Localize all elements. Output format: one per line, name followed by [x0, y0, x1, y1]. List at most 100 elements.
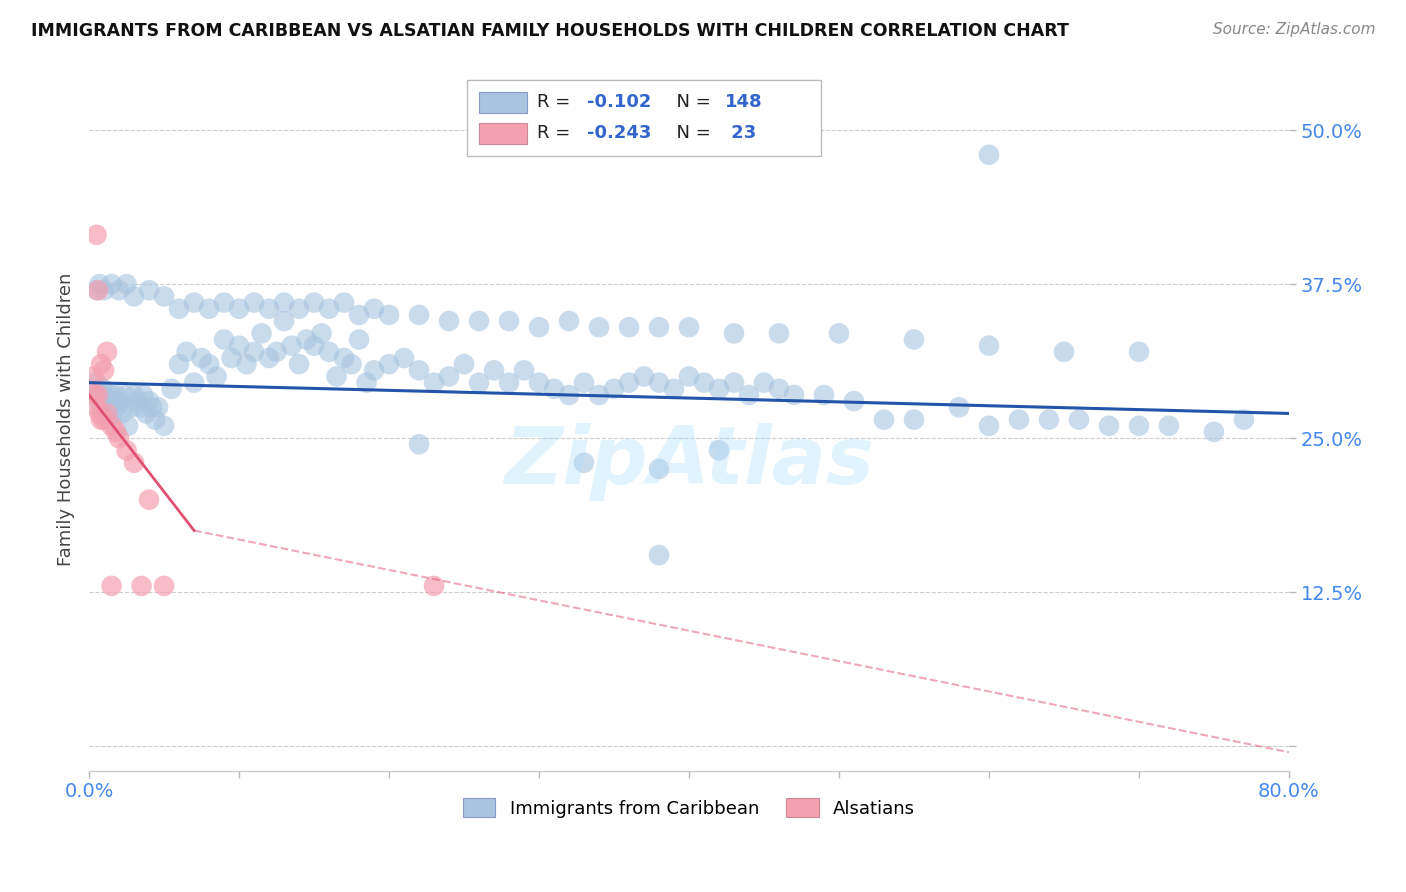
Point — [783, 388, 806, 402]
Text: -0.102: -0.102 — [588, 94, 651, 112]
Point — [738, 388, 761, 402]
Point — [266, 344, 288, 359]
Text: R =: R = — [537, 124, 575, 142]
Point — [257, 301, 280, 316]
Point — [198, 357, 221, 371]
Point — [437, 369, 460, 384]
Point — [813, 388, 835, 402]
Point — [768, 326, 790, 341]
Point — [648, 376, 671, 390]
Point — [100, 418, 122, 433]
Point — [617, 376, 640, 390]
Point — [83, 382, 105, 396]
Point — [138, 394, 160, 409]
Point — [93, 363, 115, 377]
Point — [98, 401, 121, 415]
Point — [243, 295, 266, 310]
Point — [423, 376, 446, 390]
Point — [1128, 344, 1150, 359]
Point — [408, 437, 430, 451]
Point — [1202, 425, 1225, 439]
Point — [86, 401, 108, 415]
Point — [87, 388, 110, 402]
Point — [662, 382, 685, 396]
Text: 148: 148 — [725, 94, 762, 112]
Point — [693, 376, 716, 390]
Point — [83, 369, 105, 384]
Point — [527, 376, 550, 390]
Point — [468, 314, 491, 328]
Point — [723, 326, 745, 341]
Point — [302, 339, 325, 353]
Text: R =: R = — [537, 94, 575, 112]
Point — [105, 425, 128, 439]
Point — [468, 376, 491, 390]
Point — [108, 283, 131, 297]
Point — [93, 388, 115, 402]
Point — [513, 363, 536, 377]
Point — [707, 443, 730, 458]
Point — [108, 431, 131, 445]
Point — [235, 357, 257, 371]
Point — [558, 314, 581, 328]
Text: Source: ZipAtlas.com: Source: ZipAtlas.com — [1212, 22, 1375, 37]
FancyBboxPatch shape — [479, 122, 527, 144]
Point — [221, 351, 243, 365]
Point — [87, 283, 110, 297]
Point — [873, 412, 896, 426]
Point — [100, 388, 122, 402]
Point — [588, 388, 610, 402]
Point — [176, 344, 198, 359]
Point — [333, 351, 356, 365]
Point — [1067, 412, 1090, 426]
Point — [633, 369, 655, 384]
Point — [160, 382, 183, 396]
Point — [903, 412, 925, 426]
Point — [1098, 418, 1121, 433]
Point — [120, 401, 142, 415]
Point — [948, 401, 970, 415]
Point — [977, 339, 1000, 353]
Point — [678, 320, 700, 334]
Point — [135, 407, 157, 421]
Point — [617, 320, 640, 334]
Point — [1233, 412, 1256, 426]
Point — [93, 412, 115, 426]
Text: IMMIGRANTS FROM CARIBBEAN VS ALSATIAN FAMILY HOUSEHOLDS WITH CHILDREN CORRELATIO: IMMIGRANTS FROM CARIBBEAN VS ALSATIAN FA… — [31, 22, 1069, 40]
Point — [325, 369, 347, 384]
Point — [87, 388, 110, 402]
Point — [100, 579, 122, 593]
Point — [111, 407, 134, 421]
Point — [107, 401, 129, 415]
FancyBboxPatch shape — [467, 80, 821, 156]
Point — [257, 351, 280, 365]
Point — [752, 376, 775, 390]
Point — [295, 333, 318, 347]
Point — [153, 418, 176, 433]
Point — [146, 401, 169, 415]
Point — [115, 443, 138, 458]
Point — [977, 147, 1000, 161]
Point — [89, 407, 111, 421]
Point — [318, 344, 340, 359]
Point — [648, 548, 671, 562]
Point — [125, 394, 148, 409]
Point — [288, 301, 311, 316]
Point — [198, 301, 221, 316]
Point — [212, 295, 235, 310]
Point — [138, 492, 160, 507]
Point — [318, 301, 340, 316]
Point — [143, 412, 166, 426]
Point — [572, 376, 595, 390]
Point — [273, 314, 295, 328]
Point — [108, 394, 131, 409]
Point — [302, 295, 325, 310]
Text: N =: N = — [665, 94, 717, 112]
Point — [903, 333, 925, 347]
Point — [96, 394, 118, 409]
Point — [842, 394, 865, 409]
Point — [378, 308, 401, 322]
Point — [288, 357, 311, 371]
Point — [183, 376, 205, 390]
Point — [828, 326, 851, 341]
